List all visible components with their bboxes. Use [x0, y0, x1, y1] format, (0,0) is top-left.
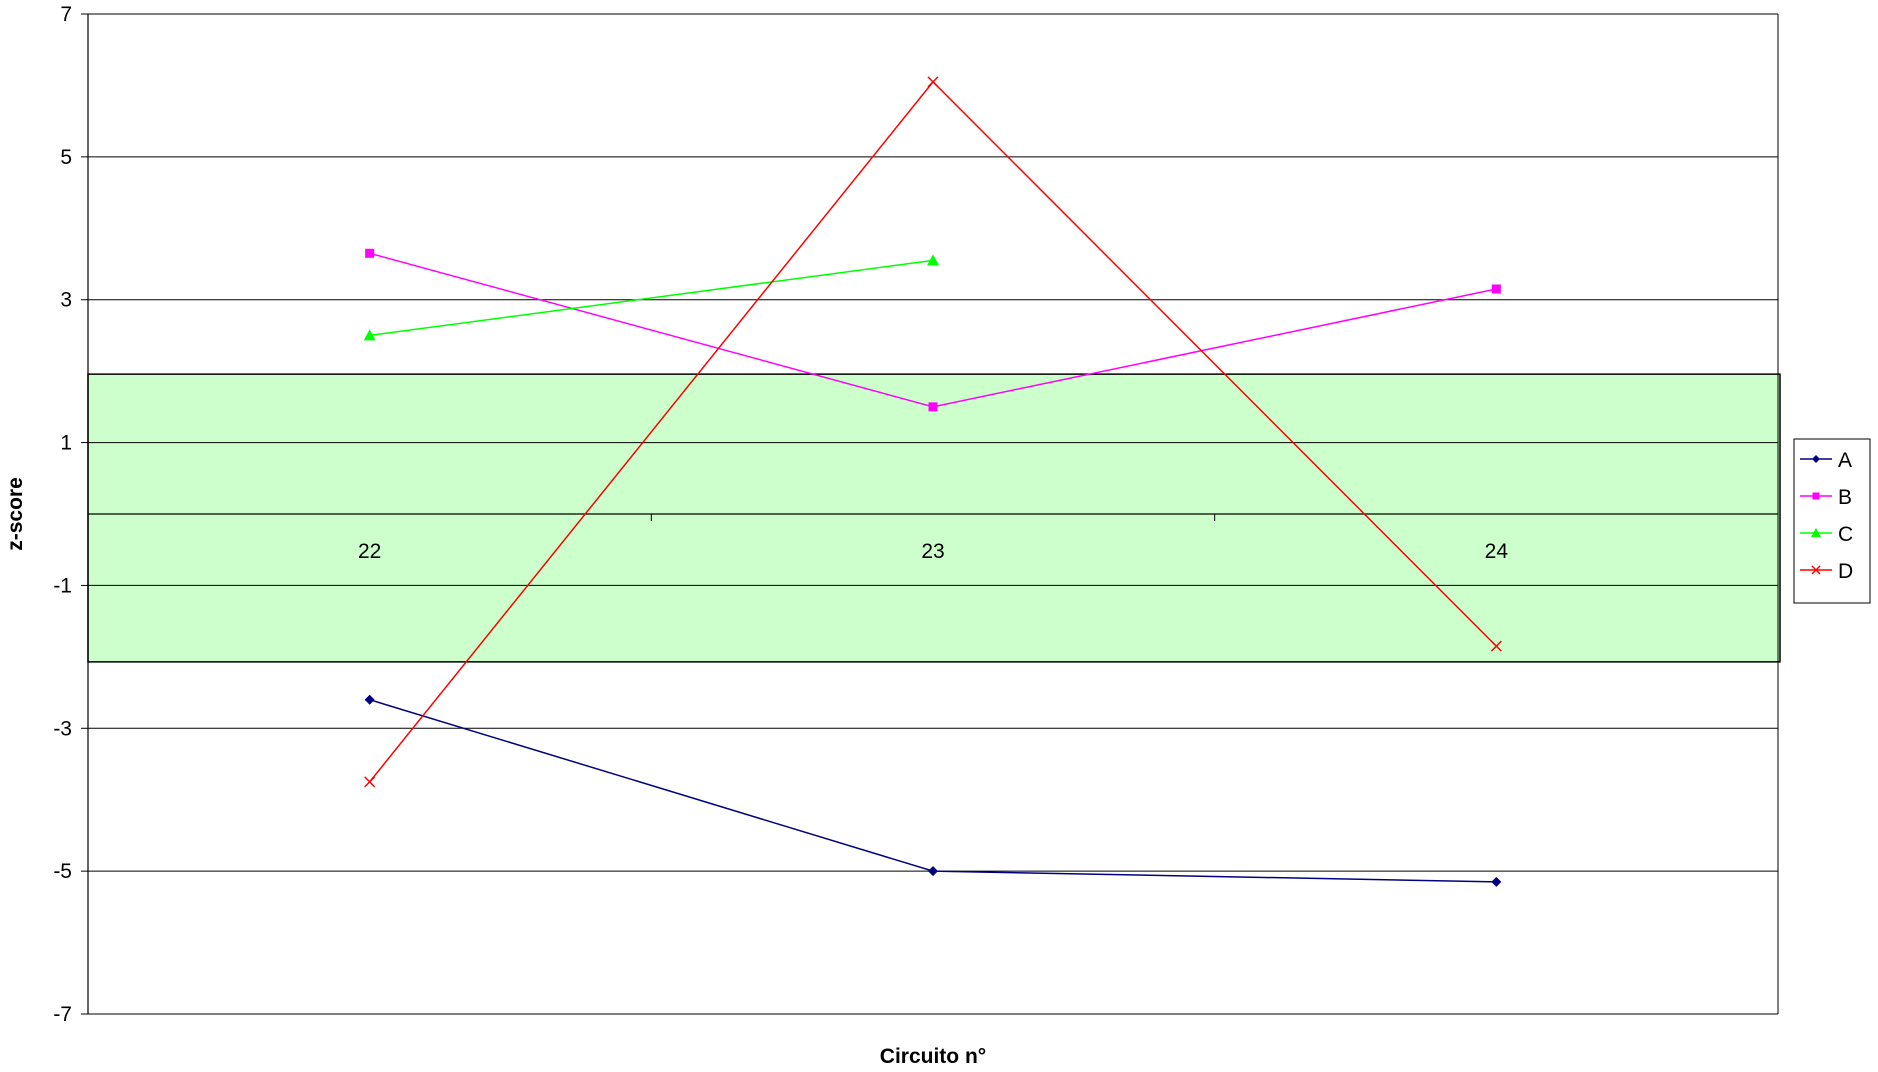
legend-marker-a	[1812, 455, 1820, 463]
data-point-d	[927, 76, 939, 88]
legend-label-b: B	[1838, 486, 1852, 509]
x-axis-title: Circuito n°	[880, 1045, 986, 1068]
y-tick-labels: 7 5 3 1 -1 -3 -5 -7	[53, 3, 72, 1026]
data-point-c	[927, 254, 939, 266]
series-line-c	[369, 259, 934, 337]
series-lines	[363, 76, 1502, 887]
x-tick-label: 22	[358, 540, 381, 563]
legend-marker-d	[1811, 565, 1821, 575]
data-point-b	[928, 402, 938, 412]
y-tick-label: 1	[60, 432, 72, 455]
acceptance-band	[87, 373, 1781, 663]
data-point-d	[364, 776, 376, 788]
y-tick-label: -7	[53, 1003, 72, 1026]
x-tick-labels: 22 23 24	[358, 540, 1508, 563]
legend-label-d: D	[1838, 560, 1853, 583]
y-tick-label: 5	[60, 146, 72, 169]
data-point-b	[1491, 284, 1501, 294]
legend-marker-c	[1811, 528, 1821, 537]
data-point-d	[1490, 640, 1502, 652]
legend-box	[1793, 438, 1871, 604]
y-tick-label: 3	[60, 289, 72, 312]
y-tick-label: -1	[53, 574, 72, 597]
legend-label-a: A	[1838, 449, 1852, 472]
x-tick-label: 23	[921, 540, 944, 563]
legend-marker-b	[1812, 492, 1820, 500]
data-point-a	[364, 694, 375, 705]
data-point-c	[363, 329, 376, 341]
data-point-a	[928, 866, 938, 877]
y-tick-label: 7	[60, 3, 72, 26]
y-tick-label: -5	[53, 860, 72, 883]
series-line-a	[369, 698, 1497, 883]
y-axis-title: z-score	[4, 477, 27, 551]
legend-label-c: C	[1838, 523, 1853, 546]
acceptance-band-layer	[87, 373, 1781, 663]
data-point-b	[365, 248, 375, 258]
gridlines	[88, 13, 1778, 872]
data-point-a	[1491, 876, 1502, 887]
axes	[81, 13, 1779, 1015]
x-tick-label: 24	[1485, 540, 1509, 563]
y-tick-label: -3	[53, 717, 72, 740]
